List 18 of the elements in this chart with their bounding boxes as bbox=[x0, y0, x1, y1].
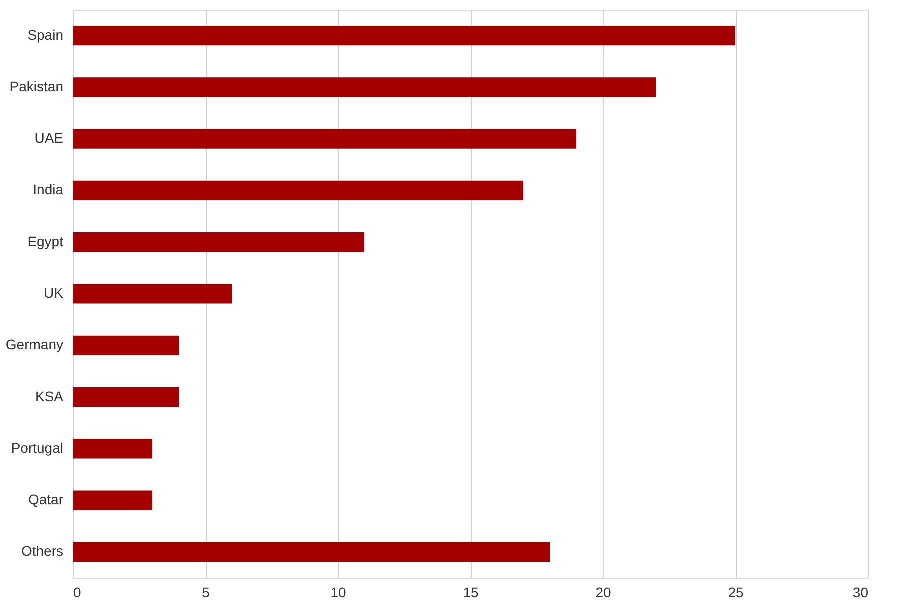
y-tick-label: Spain bbox=[28, 26, 64, 43]
y-tick-label: UAE bbox=[34, 130, 64, 146]
x-tick-label: 10 bbox=[330, 584, 346, 600]
y-tick-label: Portugal bbox=[11, 440, 64, 456]
y-tick-label: KSA bbox=[35, 388, 64, 404]
x-tick-label: 15 bbox=[463, 584, 479, 600]
y-tick-label: Pakistan bbox=[10, 78, 64, 94]
y-tick-label: India bbox=[33, 182, 64, 198]
y-tick-label: Egypt bbox=[28, 233, 64, 250]
y-tick-label: Qatar bbox=[28, 492, 64, 508]
y-tick-label: Others bbox=[21, 543, 64, 560]
x-tick-label: 30 bbox=[852, 584, 869, 600]
y-tick-label: UK bbox=[44, 285, 64, 301]
x-tick-label: 0 bbox=[74, 584, 82, 600]
x-tick-label: 25 bbox=[728, 584, 744, 600]
y-tick-label: Germany bbox=[6, 336, 64, 353]
x-tick-label: 5 bbox=[202, 584, 210, 600]
x-tick-label: 20 bbox=[596, 584, 612, 600]
